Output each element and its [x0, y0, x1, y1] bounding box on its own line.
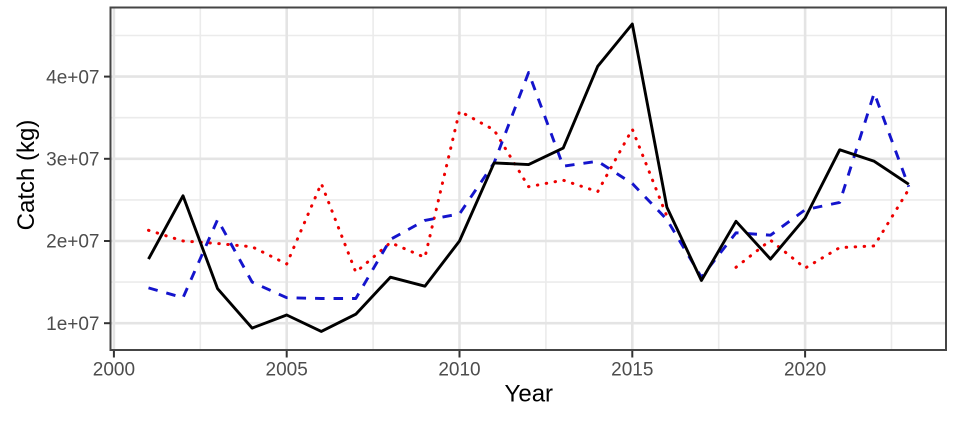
svg-text:4e+07: 4e+07: [46, 67, 99, 88]
svg-text:2005: 2005: [266, 360, 308, 381]
svg-text:2015: 2015: [611, 360, 653, 381]
svg-text:Catch (kg): Catch (kg): [13, 120, 40, 231]
svg-text:2010: 2010: [438, 360, 480, 381]
svg-text:2020: 2020: [784, 360, 826, 381]
svg-text:2000: 2000: [93, 360, 135, 381]
svg-text:3e+07: 3e+07: [46, 150, 99, 171]
svg-text:2e+07: 2e+07: [46, 232, 99, 253]
svg-text:1e+07: 1e+07: [46, 314, 99, 335]
svg-text:Year: Year: [505, 381, 554, 408]
